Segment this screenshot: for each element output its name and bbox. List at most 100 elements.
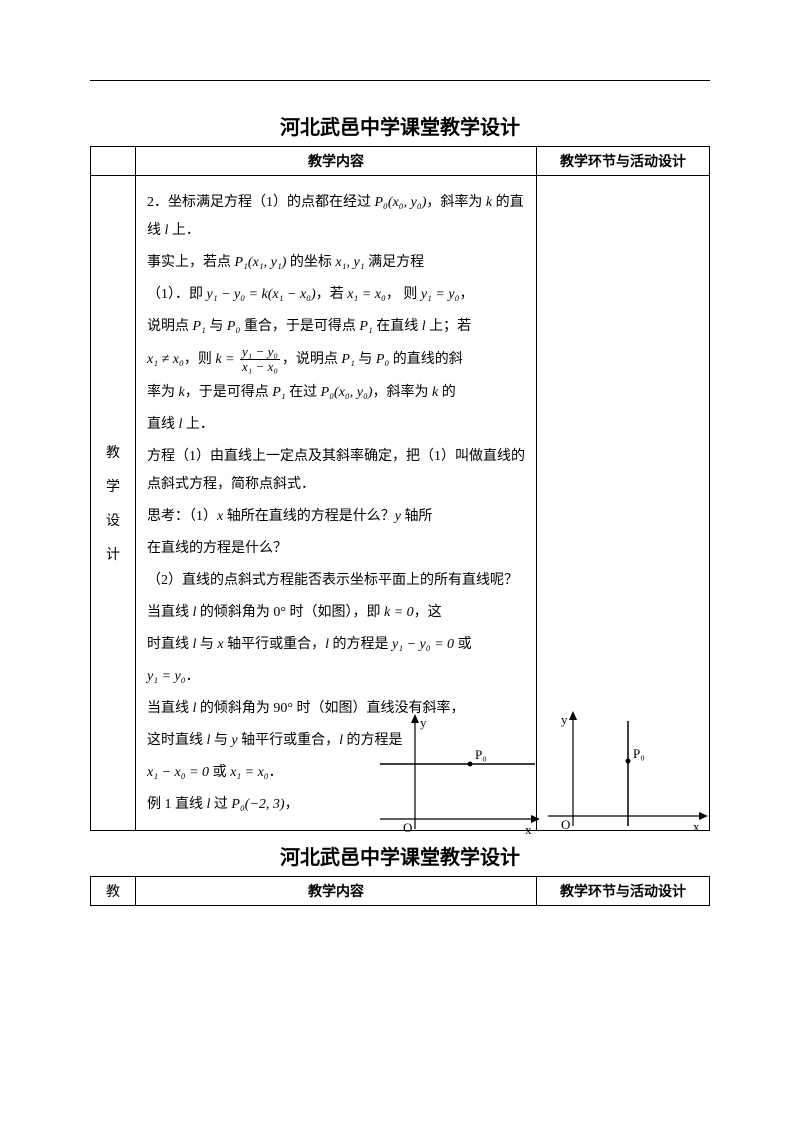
text: 说明点 bbox=[147, 319, 193, 334]
lesson-table-2: 教 教学内容 教学环节与活动设计 bbox=[90, 876, 710, 906]
math: P₁ bbox=[341, 352, 354, 367]
side-char: 计 bbox=[92, 544, 134, 564]
math: y₁ − y₀ = k(x₁ − x₀) bbox=[207, 287, 316, 302]
math: P₀(−2, 3) bbox=[231, 797, 284, 812]
math: x₁ = x₀ bbox=[230, 765, 269, 780]
math: y₁ = y₀ bbox=[421, 287, 460, 302]
text: 过 bbox=[210, 797, 231, 812]
text: 例 1 直线 bbox=[147, 797, 207, 812]
para: 率为 k，于是可得点 P₁ 在过 P₀(x₀, y₀)，斜率为 k 的 bbox=[147, 379, 525, 407]
text: ， 则 bbox=[386, 287, 421, 302]
para: （1）．即 y₁ − y₀ = k(x₁ − x₀)，若 x₁ = x₀， 则 … bbox=[147, 281, 525, 309]
label-p0: P₀ bbox=[633, 746, 645, 761]
side-label-2: 教 bbox=[91, 876, 136, 905]
text: 满足方程 bbox=[365, 255, 425, 270]
label-o: O bbox=[561, 817, 570, 832]
math: P₀(x₀, y₀) bbox=[321, 385, 373, 400]
text: 或 bbox=[454, 637, 472, 652]
text: ． bbox=[269, 765, 283, 780]
page: 河北武邑中学课堂教学设计 教学内容 教学环节与活动设计 教 学 设 计 2．坐标… bbox=[0, 0, 800, 1132]
math: x₁ ≠ x₀ bbox=[147, 352, 184, 367]
right-cell: P₀ y x O bbox=[537, 176, 710, 831]
para: 方程（1）由直线上一定点及其斜率确定，把（1）叫做直线的点斜式方程，简称点斜式． bbox=[147, 443, 525, 499]
para: 事实上，若点 P₁(x₁, y₁) 的坐标 x₁, y₁ 满足方程 bbox=[147, 249, 525, 277]
top-rule bbox=[90, 80, 710, 81]
content-cell: 2．坐标满足方程（1）的点都在经过 P₀(x₀, y₀)，斜率为 k 的直线 l… bbox=[136, 176, 537, 831]
text: 时直线 bbox=[147, 637, 193, 652]
text: ，则 bbox=[184, 352, 216, 367]
math: P₀ bbox=[376, 352, 389, 367]
para: 当直线 l 的倾斜角为 0° 时（如图），即 k = 0，这 bbox=[147, 599, 525, 627]
header-row-2: 教 教学内容 教学环节与活动设计 bbox=[91, 876, 710, 905]
text: 当直线 bbox=[147, 605, 193, 620]
math: k = bbox=[215, 352, 234, 367]
text: 的倾斜角为 0° 时（如图），即 bbox=[196, 605, 384, 620]
text: 的坐标 bbox=[286, 255, 335, 270]
math: x₁ = x₀ bbox=[347, 287, 386, 302]
text: 的直线的斜 bbox=[389, 352, 463, 367]
text: 与 bbox=[196, 637, 217, 652]
frac-den: x₁ − x₀ bbox=[240, 360, 280, 374]
para: y₁ = y₀． bbox=[147, 663, 525, 691]
para: 时直线 l 与 x 轴平行或重合，l 的方程是 y₁ − y₀ = 0 或 bbox=[147, 631, 525, 659]
para: 在直线的方程是什么？ bbox=[147, 535, 525, 563]
text: ，斜率为 bbox=[426, 195, 486, 210]
label-y: y bbox=[561, 712, 568, 727]
header-row: 教学内容 教学环节与活动设计 bbox=[91, 147, 710, 176]
text: 上． bbox=[168, 223, 200, 238]
text: 当直线 bbox=[147, 701, 193, 716]
text: ，这 bbox=[414, 605, 442, 620]
graph-horizontal-icon: P₀ y x O bbox=[375, 709, 545, 839]
frac-num: y₁ − y₀ bbox=[240, 345, 280, 360]
side-char: 设 bbox=[92, 510, 134, 530]
side-char: 学 bbox=[92, 476, 134, 496]
text: 思考：（1） bbox=[147, 509, 217, 524]
header-right-2: 教学环节与活动设计 bbox=[537, 876, 710, 905]
text: 在过 bbox=[286, 385, 321, 400]
text: 重合，于是可得点 bbox=[240, 319, 359, 334]
para: 思考：（1）x 轴所在直线的方程是什么？y 轴所 bbox=[147, 503, 525, 531]
text: 轴所在直线的方程是什么？ bbox=[223, 509, 395, 524]
text: 与 bbox=[355, 352, 376, 367]
label-x: x bbox=[525, 822, 532, 837]
label-y: y bbox=[420, 715, 427, 730]
text: 上． bbox=[182, 417, 214, 432]
math: x₁ − x₀ = 0 bbox=[147, 765, 209, 780]
text: （1）．即 bbox=[147, 287, 207, 302]
text: 直线 bbox=[147, 417, 179, 432]
math: P₀ bbox=[227, 319, 240, 334]
label-x: x bbox=[693, 819, 700, 834]
para: 2．坐标满足方程（1）的点都在经过 P₀(x₀, y₀)，斜率为 k 的直线 l… bbox=[147, 189, 525, 245]
para: 说明点 P₁ 与 P₀ 重合，于是可得点 P₁ 在直线 l 上；若 bbox=[147, 313, 525, 341]
text: 率为 bbox=[147, 385, 179, 400]
text: 的方程是 bbox=[329, 637, 392, 652]
text: ， bbox=[285, 797, 299, 812]
fraction: y₁ − y₀ x₁ − x₀ bbox=[240, 345, 280, 375]
math: y₁ = y₀ bbox=[147, 669, 186, 684]
doc-title-2: 河北武邑中学课堂教学设计 bbox=[90, 841, 710, 870]
lesson-table: 教学内容 教学环节与活动设计 教 学 设 计 2．坐标满足方程（1）的点都在经过… bbox=[90, 146, 710, 831]
math: P₁ bbox=[272, 385, 285, 400]
text: 2．坐标满足方程（1）的点都在经过 bbox=[147, 195, 375, 210]
side-label: 教 学 设 计 bbox=[91, 176, 136, 831]
text: 轴平行或重合， bbox=[224, 637, 326, 652]
math: P₁ bbox=[359, 319, 372, 334]
text: 上；若 bbox=[426, 319, 472, 334]
header-mid-2: 教学内容 bbox=[136, 876, 537, 905]
text: 与 bbox=[210, 733, 231, 748]
text: 轴平行或重合， bbox=[238, 733, 340, 748]
text: 事实上，若点 bbox=[147, 255, 235, 270]
para: x₁ ≠ x₀，则 k = y₁ − y₀ x₁ − x₀ ，说明点 P₁ 与 … bbox=[147, 345, 525, 375]
header-mid: 教学内容 bbox=[136, 147, 537, 176]
body-row: 教 学 设 计 2．坐标满足方程（1）的点都在经过 P₀(x₀, y₀)，斜率为… bbox=[91, 176, 710, 831]
text: 轴所 bbox=[401, 509, 433, 524]
math: P₁(x₁, y₁) bbox=[235, 255, 287, 270]
header-left-empty bbox=[91, 147, 136, 176]
label-o: O bbox=[403, 820, 412, 835]
text: 与 bbox=[206, 319, 227, 334]
graph-vertical-icon: P₀ y x O bbox=[543, 706, 713, 836]
text: ，于是可得点 bbox=[185, 385, 273, 400]
text: 的 bbox=[438, 385, 456, 400]
text: ， bbox=[459, 287, 473, 302]
side-char: 教 bbox=[92, 442, 134, 462]
